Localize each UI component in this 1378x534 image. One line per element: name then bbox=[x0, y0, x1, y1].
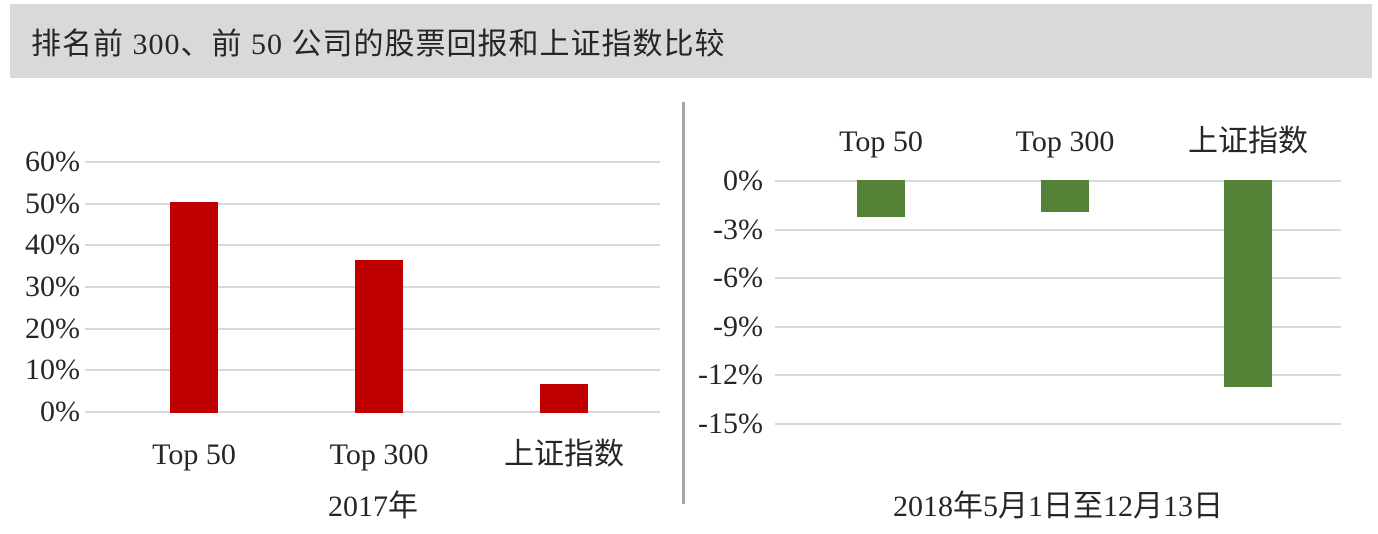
category-label-上证指数: 上证指数 bbox=[1188, 125, 1308, 158]
y-tick-label-50: 50% bbox=[25, 186, 80, 220]
y-tick-label-10: 10% bbox=[25, 353, 80, 387]
y-tick-label-20: 20% bbox=[25, 311, 80, 345]
bar-top-50 bbox=[857, 180, 905, 217]
category-label-上证指数: 上证指数 bbox=[504, 438, 624, 471]
y-tick-label--12: -12% bbox=[698, 358, 763, 392]
gridline-50 bbox=[85, 202, 660, 205]
category-label-top-50: Top 50 bbox=[839, 125, 923, 158]
gridline--3 bbox=[775, 228, 1341, 231]
y-tick-label-60: 60% bbox=[25, 145, 80, 178]
y-tick-label--9: -9% bbox=[713, 309, 763, 343]
gridline-40 bbox=[85, 244, 660, 247]
category-label-top-300: Top 300 bbox=[329, 438, 429, 471]
y-tick-label--6: -6% bbox=[713, 261, 763, 295]
figure-title: 排名前 300、前 50 公司的股票回报和上证指数比较 bbox=[31, 28, 726, 61]
x-axis-title-right: 2018年5月1日至12月13日 bbox=[893, 490, 1223, 523]
y-tick-label-40: 40% bbox=[25, 228, 80, 262]
y-tick-label-30: 30% bbox=[25, 270, 80, 303]
panel-divider-line bbox=[682, 102, 685, 504]
y-tick-label--3: -3% bbox=[713, 212, 763, 246]
gridline--12 bbox=[775, 374, 1341, 377]
bar-上证指数 bbox=[1224, 180, 1272, 387]
category-label-top-300: Top 300 bbox=[1015, 125, 1115, 158]
category-label-top-50: Top 50 bbox=[152, 438, 236, 471]
gridline-60 bbox=[85, 161, 660, 163]
y-tick-label--15: -15% bbox=[698, 407, 763, 440]
bar-top-50 bbox=[170, 202, 218, 413]
gridline--15 bbox=[775, 423, 1341, 425]
bar-top-300 bbox=[355, 259, 403, 413]
y-tick-label-0: 0% bbox=[40, 395, 80, 428]
x-axis-title-left: 2017年 bbox=[328, 490, 418, 523]
gridline--6 bbox=[775, 277, 1341, 280]
figure-title-banner: 排名前 300、前 50 公司的股票回报和上证指数比较 bbox=[10, 4, 1372, 78]
bar-上证指数 bbox=[540, 383, 588, 413]
bar-top-300 bbox=[1041, 180, 1089, 212]
y-tick-label-0: 0% bbox=[723, 164, 763, 197]
gridline--9 bbox=[775, 325, 1341, 328]
